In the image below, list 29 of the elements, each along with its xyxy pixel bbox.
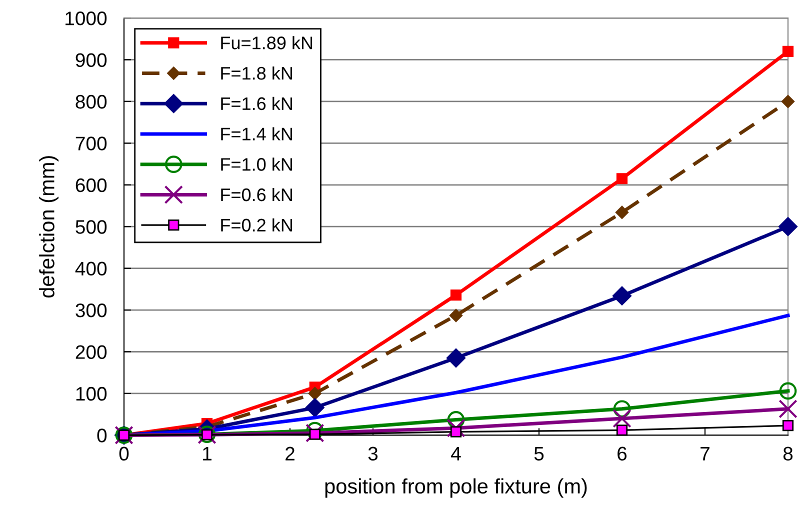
y-axis-title: defelction (mm) <box>39 156 59 298</box>
x-tick-label: 5 <box>534 447 544 461</box>
y-tick-label: 600 <box>76 178 107 192</box>
x-tick-label: 7 <box>700 447 710 460</box>
legend-label: F=0.2 kN <box>221 218 292 232</box>
legend-label: F=1.4 kN <box>221 127 292 140</box>
y-tick-label: 400 <box>75 262 107 276</box>
y-tick-label: 700 <box>76 136 107 150</box>
x-tick-label: 0 <box>119 446 129 461</box>
legend-label: F=1.6 kN <box>221 96 292 110</box>
x-tick-label: 4 <box>451 447 461 460</box>
y-tick-label: 100 <box>76 386 107 401</box>
x-tick-label: 1 <box>203 447 212 460</box>
x-tick-label: 6 <box>618 446 627 461</box>
legend-label: F=0.6 kN <box>221 188 292 202</box>
y-tick-label: 1000 <box>66 11 107 26</box>
x-axis-title: position from pole fixture (m) <box>325 478 587 498</box>
legend-label: F=1.0 kN <box>221 158 292 171</box>
x-tick-label: 2 <box>286 446 294 460</box>
x-tick-label: 3 <box>368 446 378 461</box>
legend-label: Fu=1.89 kN <box>221 36 312 50</box>
legend-label: F=1.8 kN <box>221 66 292 80</box>
y-tick-label: 500 <box>76 220 107 234</box>
y-tick-label: 900 <box>76 53 107 67</box>
y-tick-label: 200 <box>76 345 107 359</box>
y-tick-label: 0 <box>97 428 107 442</box>
y-tick-label: 300 <box>76 304 107 318</box>
x-tick-label: 8 <box>783 446 793 461</box>
y-tick-label: 800 <box>76 94 107 109</box>
